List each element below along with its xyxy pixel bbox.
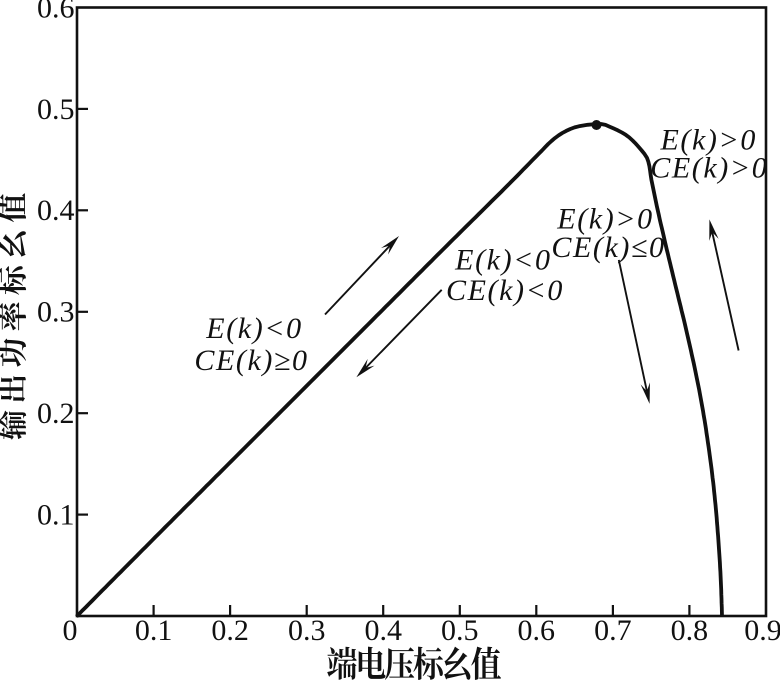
svg-text:E(k)<0: E(k)<0 [454, 244, 551, 277]
svg-text:E(k)<0: E(k)<0 [205, 312, 302, 345]
svg-text:0: 0 [63, 614, 78, 647]
svg-text:0.5: 0.5 [37, 93, 75, 126]
svg-text:0.6: 0.6 [37, 0, 75, 24]
svg-text:0.9: 0.9 [744, 614, 780, 647]
svg-text:0.8: 0.8 [671, 614, 709, 647]
svg-text:CE(k)≤0: CE(k)≤0 [551, 231, 665, 264]
svg-text:0.6: 0.6 [518, 614, 556, 647]
svg-text:E(k)>0: E(k)>0 [659, 124, 756, 157]
svg-text:0.7: 0.7 [594, 614, 632, 647]
svg-text:CE(k)<0: CE(k)<0 [446, 274, 564, 307]
svg-text:0.1: 0.1 [135, 614, 173, 647]
svg-text:0.5: 0.5 [441, 614, 479, 647]
svg-text:CE(k)≥0: CE(k)≥0 [194, 344, 308, 377]
svg-text:0.2: 0.2 [211, 614, 249, 647]
svg-text:CE(k)>0: CE(k)>0 [650, 152, 768, 185]
svg-text:0.4: 0.4 [37, 194, 75, 227]
svg-text:0.2: 0.2 [37, 397, 75, 430]
svg-text:0.1: 0.1 [37, 499, 75, 532]
svg-text:0.3: 0.3 [288, 614, 326, 647]
svg-text:0.3: 0.3 [37, 296, 75, 329]
svg-text:E(k)>0: E(k)>0 [556, 203, 653, 236]
svg-text:0.4: 0.4 [364, 614, 402, 647]
